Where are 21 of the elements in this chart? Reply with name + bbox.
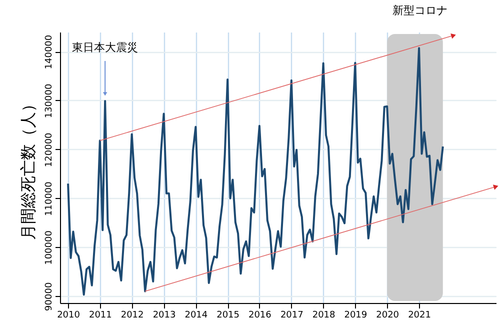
x-tick-label: 2020 xyxy=(376,310,400,320)
x-tick-label: 2011 xyxy=(88,310,112,320)
x-tick-label: 2010 xyxy=(57,310,80,320)
x-tick-label: 2014 xyxy=(184,310,208,320)
y-tick-label: 130000 xyxy=(44,84,54,118)
x-tick-label: 2013 xyxy=(152,310,176,320)
y-tick-label: 120000 xyxy=(44,132,54,168)
y-tick-label: 110000 xyxy=(44,181,54,216)
y-tick-label: 90000 xyxy=(44,282,54,311)
y-axis-title: 月間総死亡数（人） xyxy=(18,96,38,240)
x-tick-label: 2021 xyxy=(408,310,431,320)
x-tick-label: 2016 xyxy=(248,310,272,320)
y-tick-label: 100000 xyxy=(44,230,54,265)
annotation: 東日本大震災 xyxy=(72,40,138,54)
x-tick-label: 2019 xyxy=(344,310,368,320)
x-tick-label: 2017 xyxy=(280,310,304,320)
x-tick-label: 2012 xyxy=(120,310,144,320)
y-tick-label: 140000 xyxy=(44,34,54,70)
band-label: 新型コロナ xyxy=(392,4,448,17)
x-tick-label: 2018 xyxy=(312,310,336,320)
x-tick-label: 2015 xyxy=(216,310,240,320)
